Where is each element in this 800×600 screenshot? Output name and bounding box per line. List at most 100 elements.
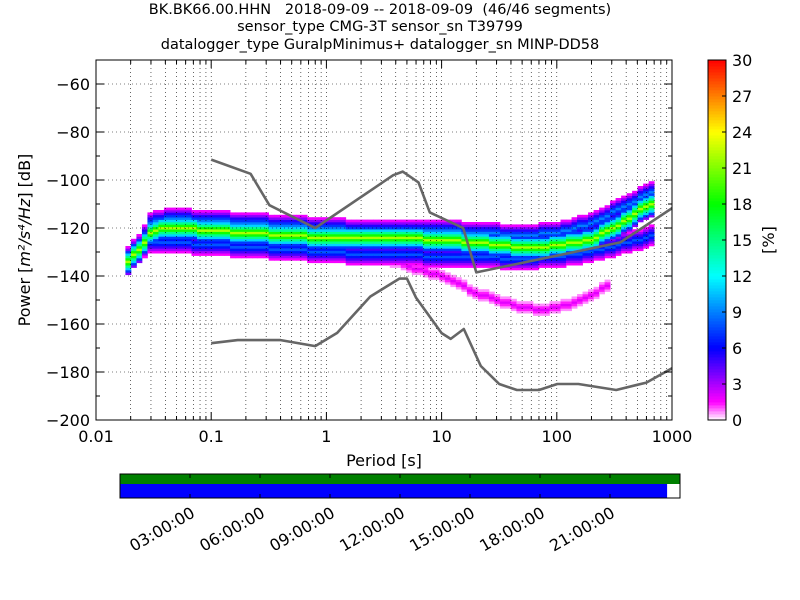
psd-cell (461, 241, 468, 244)
psd-cell (549, 250, 556, 254)
psd-cell (230, 219, 236, 223)
psd-cell (477, 234, 484, 237)
psd-cell (158, 250, 165, 254)
psd-cell (527, 255, 534, 259)
psd-cell (582, 238, 589, 242)
psd-cell (455, 234, 462, 237)
psd-cell (477, 236, 484, 240)
psd-cell (174, 207, 181, 211)
psd-cell (241, 238, 247, 242)
psd-cell (323, 217, 330, 220)
psd-cell (571, 253, 578, 256)
psd-cell (268, 236, 275, 240)
psd-cell (263, 234, 270, 237)
psd-cell (147, 231, 154, 235)
psd-cell (637, 219, 644, 223)
psd-cell (174, 212, 181, 216)
psd-cell (505, 253, 512, 256)
psd-cell (593, 231, 600, 235)
psd-cell (389, 258, 396, 261)
psd-cell (351, 243, 358, 247)
psd-cell (158, 222, 165, 225)
psd-cell (588, 224, 594, 228)
psd-cell (158, 236, 165, 240)
psd-cell (527, 248, 534, 252)
psd-cell (538, 306, 545, 309)
psd-cell (230, 253, 236, 256)
psd-cell (224, 241, 231, 244)
psd-cell (566, 258, 572, 261)
psd-cell (279, 255, 286, 259)
psd-cell (455, 286, 462, 290)
psd-cell (604, 234, 611, 237)
psd-cell (378, 250, 385, 254)
psd-cell (532, 238, 539, 242)
psd-cell (224, 234, 231, 237)
psd-cell (329, 222, 336, 225)
colorbar-cell (708, 180, 726, 184)
psd-cell (621, 241, 628, 244)
psd-cell (230, 226, 236, 230)
psd-cell (125, 265, 132, 268)
psd-cell (472, 241, 479, 244)
psd-cell (461, 255, 468, 259)
psd-cell (185, 219, 192, 223)
psd-cell (367, 243, 374, 247)
psd-cell (527, 258, 534, 261)
psd-cell (472, 258, 479, 261)
psd-cell (450, 243, 457, 247)
colorbar-cell (708, 339, 726, 343)
psd-cell (555, 226, 561, 230)
psd-cell (483, 236, 490, 240)
psd-cell (626, 195, 633, 199)
psd-cell (384, 231, 391, 235)
psd-cell (571, 258, 578, 261)
psd-cell (544, 234, 550, 237)
colorbar-cell (708, 111, 726, 115)
x-tick-label: 0.1 (198, 427, 223, 446)
psd-cell (571, 226, 578, 230)
psd-cell (169, 210, 176, 213)
psd-cell (621, 229, 628, 232)
psd-cell (235, 248, 242, 252)
psd-cell (560, 229, 567, 232)
psd-cell (577, 260, 583, 264)
psd-cell (395, 229, 402, 232)
psd-cell (582, 260, 589, 264)
psd-cell (577, 231, 583, 235)
psd-cell (599, 222, 605, 225)
psd-cell (125, 248, 132, 252)
psd-cell (411, 226, 418, 230)
psd-cell (439, 229, 446, 232)
psd-cell (499, 241, 506, 244)
colorbar-cell (708, 345, 726, 349)
psd-cell (544, 248, 550, 252)
psd-cell (555, 241, 561, 244)
psd-cell (555, 243, 561, 247)
psd-cell (632, 205, 639, 208)
colorbar-cell (708, 177, 726, 181)
psd-cell (208, 212, 214, 216)
psd-cell (439, 222, 446, 225)
psd-cell (213, 250, 220, 254)
psd-cell (472, 262, 479, 266)
colorbar-tick-label: 12 (732, 267, 752, 286)
psd-cell (566, 303, 572, 307)
psd-cell (433, 238, 440, 242)
y-tick-label: −180 (46, 363, 90, 382)
psd-cell (532, 246, 539, 249)
psd-cell (202, 248, 209, 252)
psd-cell (582, 298, 589, 302)
psd-cell (389, 224, 396, 228)
psd-cell (268, 214, 275, 218)
psd-cell (577, 262, 583, 266)
psd-cell (428, 265, 435, 268)
psd-cell (125, 258, 132, 261)
psd-cell (334, 226, 341, 230)
colorbar-cell (708, 249, 726, 253)
psd-cell (147, 219, 154, 223)
psd-cell (632, 214, 639, 218)
psd-cell (202, 241, 209, 244)
psd-cell (450, 284, 457, 288)
psd-cell (466, 226, 473, 230)
